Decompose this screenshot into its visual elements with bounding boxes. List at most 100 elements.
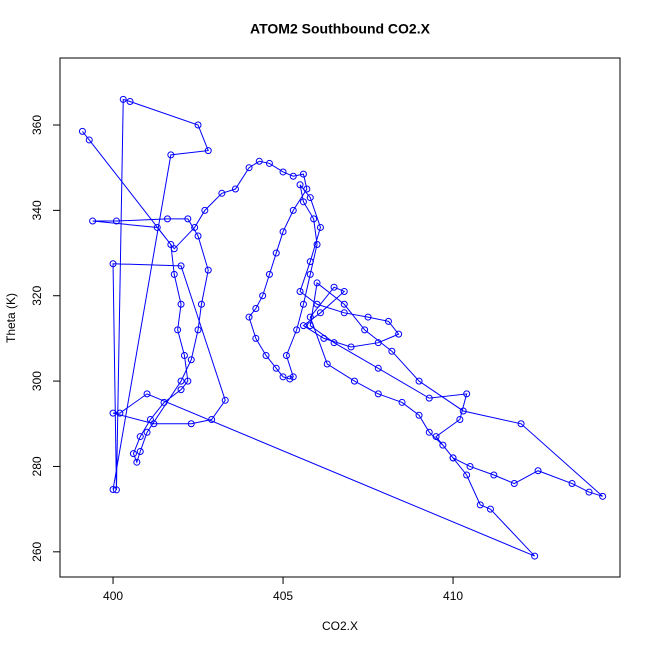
data-point <box>289 373 297 381</box>
data-point <box>313 300 321 308</box>
data-point <box>252 305 260 313</box>
data-point <box>231 185 239 193</box>
data-point <box>585 488 593 496</box>
data-point <box>510 480 518 488</box>
data-point <box>303 185 311 193</box>
data-line <box>82 98 603 557</box>
plot-frame <box>59 57 621 578</box>
data-point <box>126 98 134 106</box>
data-point <box>517 420 525 428</box>
data-point <box>177 262 185 270</box>
data-point <box>177 300 185 308</box>
y-tick-label: 260 <box>30 541 44 561</box>
data-point <box>133 458 141 466</box>
data-point <box>361 326 369 334</box>
data-point <box>194 232 202 240</box>
data-point <box>476 501 484 509</box>
data-point <box>136 433 144 441</box>
data-point <box>259 292 267 300</box>
data-point <box>197 300 205 308</box>
data-point <box>374 364 382 372</box>
data-point <box>218 189 226 197</box>
data-point <box>463 390 471 398</box>
data-point <box>415 377 423 385</box>
data-point <box>531 552 539 560</box>
data-point <box>568 480 576 488</box>
data-point <box>340 287 348 295</box>
data-point <box>398 398 406 406</box>
data-point <box>463 471 471 479</box>
data-point <box>299 322 307 330</box>
data-point <box>272 364 280 372</box>
data-point <box>374 339 382 347</box>
data-point <box>456 416 464 424</box>
data-point <box>279 168 287 176</box>
x-tick-label: 400 <box>103 589 123 603</box>
data-point <box>439 441 447 449</box>
data-point <box>194 326 202 334</box>
data-point <box>395 330 403 338</box>
data-point <box>364 313 372 321</box>
data-point <box>184 215 192 223</box>
data-point <box>466 462 474 470</box>
data-point <box>306 258 314 266</box>
data-point <box>330 339 338 347</box>
data-point <box>177 386 185 394</box>
data-point <box>486 505 494 513</box>
data-point <box>167 151 175 159</box>
data-point <box>316 309 324 317</box>
data-point <box>316 223 324 231</box>
data-point <box>599 492 607 500</box>
data-point <box>255 157 263 165</box>
data-point <box>163 215 171 223</box>
x-tick-label: 405 <box>273 589 293 603</box>
data-point <box>299 300 307 308</box>
data-point <box>459 407 467 415</box>
data-point <box>119 95 127 103</box>
y-tick-label: 320 <box>30 285 44 305</box>
data-point <box>432 433 440 441</box>
data-point <box>150 420 158 428</box>
data-point <box>265 159 273 167</box>
data-point <box>299 170 307 178</box>
data-point <box>415 411 423 419</box>
data-point <box>289 206 297 214</box>
data-point <box>89 217 97 225</box>
data-point <box>109 486 117 494</box>
y-tick-label: 360 <box>30 115 44 135</box>
data-point <box>112 217 120 225</box>
data-point <box>112 486 120 494</box>
data-point <box>221 396 229 404</box>
data-point <box>167 241 175 249</box>
data-point <box>347 343 355 351</box>
data-point <box>180 351 188 359</box>
data-point <box>184 377 192 385</box>
data-point <box>265 270 273 278</box>
data-point <box>296 181 304 189</box>
data-point <box>194 121 202 129</box>
y-tick-label: 340 <box>30 200 44 220</box>
data-point <box>330 283 338 291</box>
data-point <box>187 420 195 428</box>
data-point <box>177 377 185 385</box>
data-point <box>262 351 270 359</box>
x-tick-label: 410 <box>443 589 463 603</box>
data-point <box>208 416 216 424</box>
data-point <box>201 206 209 214</box>
data-point <box>449 454 457 462</box>
data-point <box>160 398 168 406</box>
data-point <box>286 375 294 383</box>
data-point <box>313 279 321 287</box>
data-point <box>143 428 151 436</box>
data-point <box>490 471 498 479</box>
data-point <box>85 136 93 144</box>
y-tick-label: 300 <box>30 371 44 391</box>
data-point <box>306 194 314 202</box>
data-point <box>310 215 318 223</box>
data-point <box>374 390 382 398</box>
data-point <box>350 377 358 385</box>
data-point <box>299 198 307 206</box>
data-point <box>279 373 287 381</box>
data-point <box>388 347 396 355</box>
data-point <box>340 300 348 308</box>
